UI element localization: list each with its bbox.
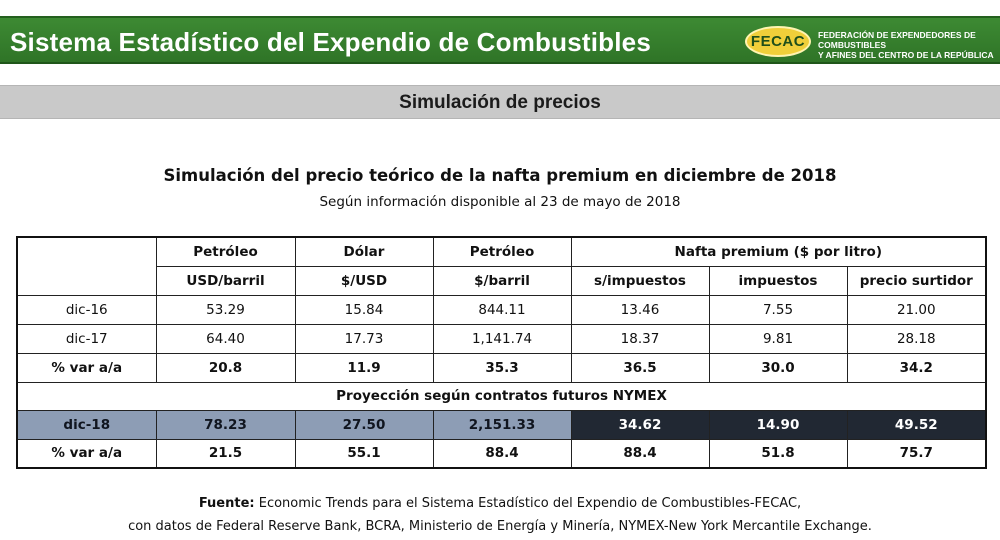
- projection-label: Proyección según contratos futuros NYMEX: [16, 381, 987, 411]
- table-cell: 20.8: [155, 352, 296, 383]
- corner-cell: [16, 236, 157, 296]
- fecac-logo: FECAC: [745, 26, 811, 57]
- price-simulation-table: Petróleo Dólar Petróleo Nafta premium ($…: [16, 236, 988, 469]
- fecac-logo-text: FEDERACIÓN DE EXPENDEDORES DE COMBUSTIBL…: [818, 30, 998, 60]
- footer-line1: Fuente: Economic Trends para el Sistema …: [0, 492, 1000, 515]
- section-title: Simulación de precios: [399, 92, 601, 113]
- table-cell: 51.8: [708, 438, 848, 469]
- table-row-variation: % var a/a 21.5 55.1 88.4 88.4 51.8 75.7: [16, 438, 987, 469]
- table-cell: 55.1: [294, 438, 434, 469]
- table-cell: 2,151.33: [432, 409, 572, 440]
- table-cell: 27.50: [294, 409, 434, 440]
- table-row-variation: % var a/a 20.8 11.9 35.3 36.5 30.0 34.2: [16, 352, 987, 383]
- table-row: dic-17 64.40 17.73 1,141.74 18.37 9.81 2…: [16, 323, 987, 354]
- table-row: dic-16 53.29 15.84 844.11 13.46 7.55 21.…: [16, 294, 987, 325]
- column-header: Dólar: [294, 236, 434, 267]
- table-cell: 88.4: [570, 438, 710, 469]
- table-cell: 7.55: [708, 294, 848, 325]
- section-bar: Simulación de precios: [0, 85, 1000, 119]
- row-label: % var a/a: [16, 438, 157, 469]
- source-text: Economic Trends para el Sistema Estadíst…: [254, 496, 802, 511]
- table-cell: 34.2: [846, 352, 987, 383]
- table-cell: 78.23: [155, 409, 296, 440]
- table-cell: 13.46: [570, 294, 710, 325]
- unit-header: s/impuestos: [570, 265, 710, 296]
- unit-header: $/USD: [294, 265, 434, 296]
- table-cell: 49.52: [846, 409, 987, 440]
- table-row-projection: dic-18 78.23 27.50 2,151.33 34.62 14.90 …: [16, 409, 987, 440]
- app-header: Sistema Estadístico del Expendio de Comb…: [0, 16, 1000, 64]
- document-subtitle: Según información disponible al 23 de ma…: [319, 194, 681, 210]
- table-cell: 18.37: [570, 323, 710, 354]
- footer-line2: con datos de Federal Reserve Bank, BCRA,…: [128, 519, 872, 534]
- unit-header-row: USD/barril $/USD $/barril s/impuestos im…: [17, 265, 987, 296]
- column-group-header: Nafta premium ($ por litro): [570, 236, 987, 267]
- column-header: Petróleo: [432, 236, 572, 267]
- column-header: Petróleo: [155, 236, 296, 267]
- document-title: Simulación del precio teórico de la naft…: [163, 166, 837, 185]
- table-cell: 28.18: [846, 323, 987, 354]
- table-cell: 9.81: [708, 323, 848, 354]
- row-label: dic-17: [16, 323, 157, 354]
- table-cell: 21.00: [846, 294, 987, 325]
- table-cell: 36.5: [570, 352, 710, 383]
- unit-header: precio surtidor: [846, 265, 987, 296]
- table-cell: 75.7: [846, 438, 987, 469]
- table-cell: 30.0: [708, 352, 848, 383]
- table-cell: 1,141.74: [432, 323, 572, 354]
- row-label: dic-18: [16, 409, 157, 440]
- table-cell: 64.40: [155, 323, 296, 354]
- logo-text-line1: FEDERACIÓN DE EXPENDEDORES DE COMBUSTIBL…: [818, 30, 976, 50]
- table-cell: 11.9: [294, 352, 434, 383]
- table-cell: 15.84: [294, 294, 434, 325]
- table-cell: 14.90: [708, 409, 848, 440]
- source-footer: Fuente: Economic Trends para el Sistema …: [0, 492, 1000, 538]
- group-header-row: Petróleo Dólar Petróleo Nafta premium ($…: [16, 236, 987, 296]
- app-title: Sistema Estadístico del Expendio de Comb…: [10, 27, 651, 57]
- unit-header: impuestos: [708, 265, 848, 296]
- source-label: Fuente:: [198, 496, 255, 511]
- table-cell: 17.73: [294, 323, 434, 354]
- table-cell: 53.29: [155, 294, 296, 325]
- projection-label-row: Proyección según contratos futuros NYMEX: [16, 381, 987, 411]
- table-cell: 34.62: [570, 409, 710, 440]
- table-cell: 844.11: [432, 294, 572, 325]
- table-cell: 35.3: [432, 352, 572, 383]
- table-cell: 21.5: [155, 438, 296, 469]
- unit-header: USD/barril: [155, 265, 296, 296]
- row-label: dic-16: [16, 294, 157, 325]
- row-label: % var a/a: [16, 352, 157, 383]
- unit-header: $/barril: [432, 265, 572, 296]
- table-cell: 88.4: [432, 438, 572, 469]
- logo-text-line2: Y AFINES DEL CENTRO DE LA REPÚBLICA: [818, 50, 994, 60]
